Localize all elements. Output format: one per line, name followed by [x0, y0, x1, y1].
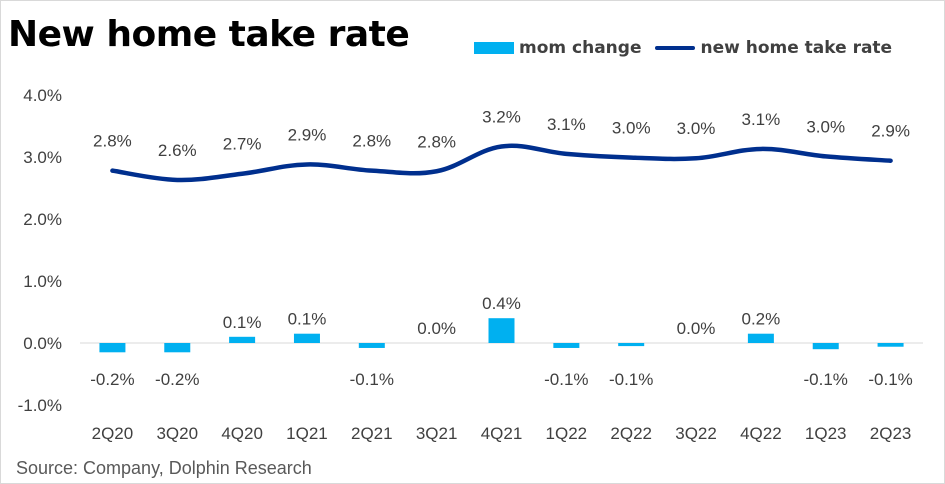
x-tick-label: 1Q23 — [805, 424, 847, 443]
line-data-label: 3.0% — [612, 119, 651, 138]
bar-data-label: -0.1% — [609, 370, 653, 389]
line-data-label: 2.8% — [352, 132, 391, 151]
bar-data-label: -0.1% — [804, 370, 848, 389]
x-tick-label: 3Q20 — [156, 424, 198, 443]
bar-data-label: 0.4% — [482, 294, 521, 313]
bar — [618, 343, 645, 347]
line-data-label: 2.7% — [223, 135, 262, 154]
x-tick-label: 3Q22 — [675, 424, 717, 443]
bar-data-label: -0.2% — [155, 370, 199, 389]
bar — [812, 343, 839, 350]
legend-line-label: new home take rate — [700, 38, 893, 58]
line-data-label: 3.0% — [806, 117, 845, 136]
bar-data-label: 0.0% — [417, 319, 456, 338]
line-data-label: 2.9% — [871, 122, 910, 141]
bar-data-label: -0.2% — [90, 370, 134, 389]
y-tick-label: -1.0% — [18, 396, 62, 415]
legend-bar-label: mom change — [519, 38, 642, 58]
legend-line-swatch — [655, 46, 696, 50]
x-tick-label: 2Q20 — [92, 424, 134, 443]
x-tick-label: 2Q23 — [870, 424, 912, 443]
x-tick-label: 1Q22 — [546, 424, 588, 443]
line-data-label: 2.8% — [417, 132, 456, 151]
bar-data-label: 0.1% — [288, 310, 327, 329]
x-tick-label: 3Q21 — [416, 424, 458, 443]
line-data-label: 3.1% — [547, 115, 586, 134]
x-tick-label: 4Q21 — [481, 424, 523, 443]
bar — [164, 343, 191, 353]
line-data-label: 2.9% — [288, 125, 327, 144]
chart-legend: mom change new home take rate — [474, 38, 892, 58]
line-data-label: 3.0% — [677, 119, 716, 138]
line-data-label: 3.1% — [742, 110, 781, 129]
line-data-label: 3.2% — [482, 107, 521, 126]
x-tick-label: 2Q21 — [351, 424, 393, 443]
bar — [293, 333, 320, 343]
bar — [488, 318, 515, 343]
bar — [99, 343, 126, 353]
bar-data-label: 0.2% — [742, 310, 781, 329]
bar — [553, 343, 580, 348]
y-tick-label: 2.0% — [23, 210, 62, 229]
bar — [358, 343, 385, 348]
bar — [877, 343, 904, 347]
bar-data-label: 0.0% — [677, 319, 716, 338]
y-tick-label: 4.0% — [23, 86, 62, 105]
y-tick-label: 1.0% — [23, 272, 62, 291]
chart-title: New home take rate — [8, 14, 410, 55]
bar-data-label: 0.1% — [223, 313, 262, 332]
line-data-label: 2.6% — [158, 141, 197, 160]
y-tick-label: 3.0% — [23, 148, 62, 167]
take-rate-line — [110, 143, 893, 183]
x-tick-label: 1Q21 — [286, 424, 328, 443]
bar-data-label: -0.1% — [350, 370, 394, 389]
bar — [229, 336, 256, 343]
x-tick-label: 2Q22 — [610, 424, 652, 443]
bar-data-label: -0.1% — [868, 370, 912, 389]
x-tick-label: 4Q20 — [221, 424, 263, 443]
line-data-label: 2.8% — [93, 132, 132, 151]
legend-bar-swatch — [474, 42, 514, 54]
source-note: Source: Company, Dolphin Research — [16, 458, 312, 478]
bar — [747, 333, 774, 343]
x-tick-label: 4Q22 — [740, 424, 782, 443]
bar-data-label: -0.1% — [544, 370, 588, 389]
y-tick-label: 0.0% — [23, 334, 62, 353]
